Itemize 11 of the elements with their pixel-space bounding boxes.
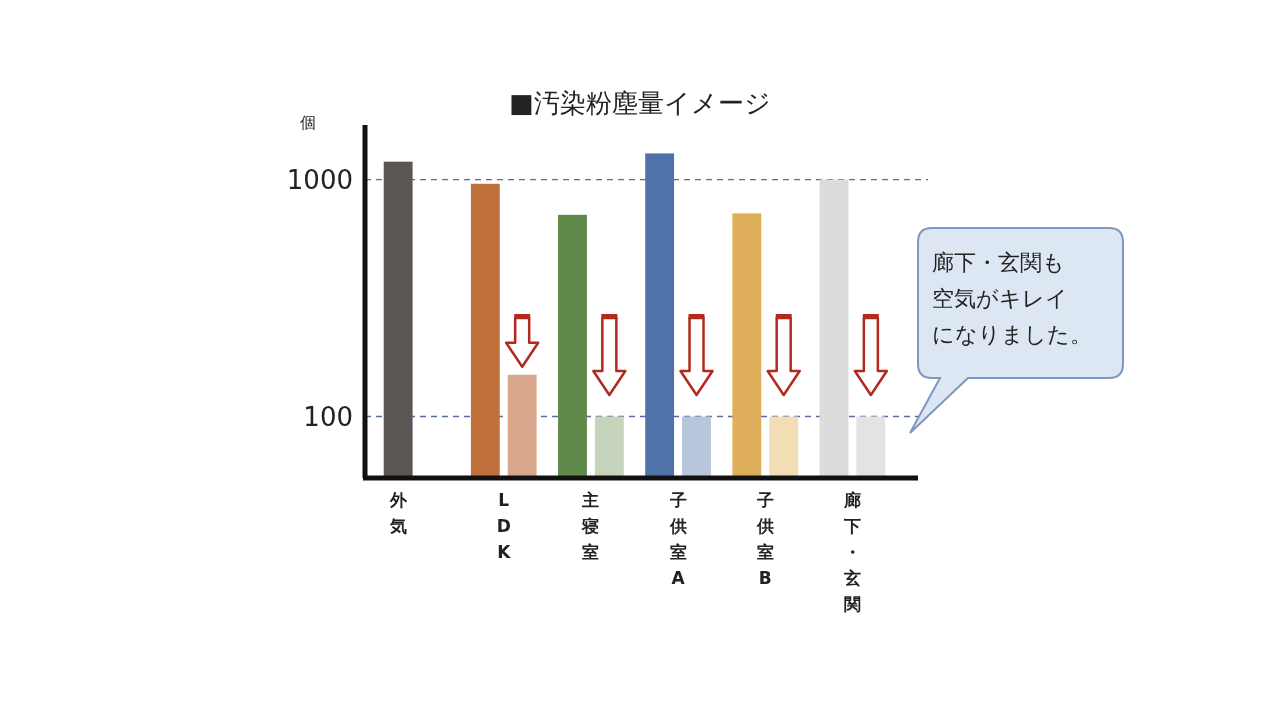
x-tick-label: 子供室A — [668, 489, 687, 588]
y-axis-title: 個 — [300, 113, 316, 132]
x-tick-label: LDK — [496, 489, 512, 562]
chart-title: ■汚染粉塵量イメージ — [509, 88, 771, 118]
y-tick-label: 1000 — [286, 164, 353, 195]
x-tick-label: 外気 — [388, 489, 408, 536]
text: 廊下・玄関も空気がキレイになりました。 — [932, 250, 1092, 347]
x-tick-label: 子供室B — [755, 489, 774, 588]
x-tick-label: 主寝室 — [581, 489, 600, 562]
y-tick-label: 100 — [303, 401, 353, 432]
x-tick-label: 廊下・玄関 — [842, 489, 861, 614]
